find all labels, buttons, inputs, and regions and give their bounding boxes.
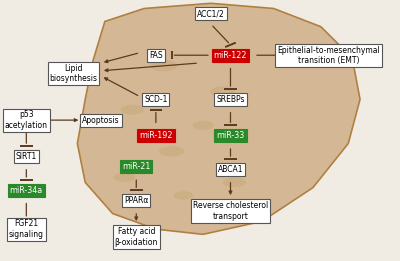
Ellipse shape xyxy=(159,146,184,156)
Text: miR-122: miR-122 xyxy=(214,51,247,60)
Ellipse shape xyxy=(174,191,193,200)
Text: FGF21
signaling: FGF21 signaling xyxy=(9,220,44,239)
Text: SIRT1: SIRT1 xyxy=(16,152,37,161)
Text: SCD-1: SCD-1 xyxy=(144,95,168,104)
Ellipse shape xyxy=(114,173,135,182)
Ellipse shape xyxy=(150,60,178,72)
Text: miR-34a: miR-34a xyxy=(10,186,43,195)
Text: PPARα: PPARα xyxy=(124,196,148,205)
Text: miR-33: miR-33 xyxy=(216,131,245,140)
Text: Apoptosis: Apoptosis xyxy=(82,116,120,124)
Text: miR-192: miR-192 xyxy=(139,131,173,140)
Text: p53
acetylation: p53 acetylation xyxy=(5,110,48,130)
Text: FAS: FAS xyxy=(149,51,163,60)
Text: ABCA1: ABCA1 xyxy=(218,165,243,174)
Text: Epithelial-to-mesenchymal
transition (EMT): Epithelial-to-mesenchymal transition (EM… xyxy=(277,45,380,65)
Text: SREBPs: SREBPs xyxy=(216,95,245,104)
Ellipse shape xyxy=(120,105,144,115)
Text: miR-21: miR-21 xyxy=(122,162,150,171)
PathPatch shape xyxy=(77,3,360,234)
Text: Lipid
biosynthesis: Lipid biosynthesis xyxy=(50,64,98,83)
Ellipse shape xyxy=(192,121,214,130)
Text: Reverse cholesterol
transport: Reverse cholesterol transport xyxy=(193,201,268,221)
Text: ACC1/2: ACC1/2 xyxy=(197,9,225,18)
Ellipse shape xyxy=(210,86,235,97)
Ellipse shape xyxy=(223,177,246,187)
Text: Fatty acid
β-oxidation: Fatty acid β-oxidation xyxy=(114,227,158,247)
